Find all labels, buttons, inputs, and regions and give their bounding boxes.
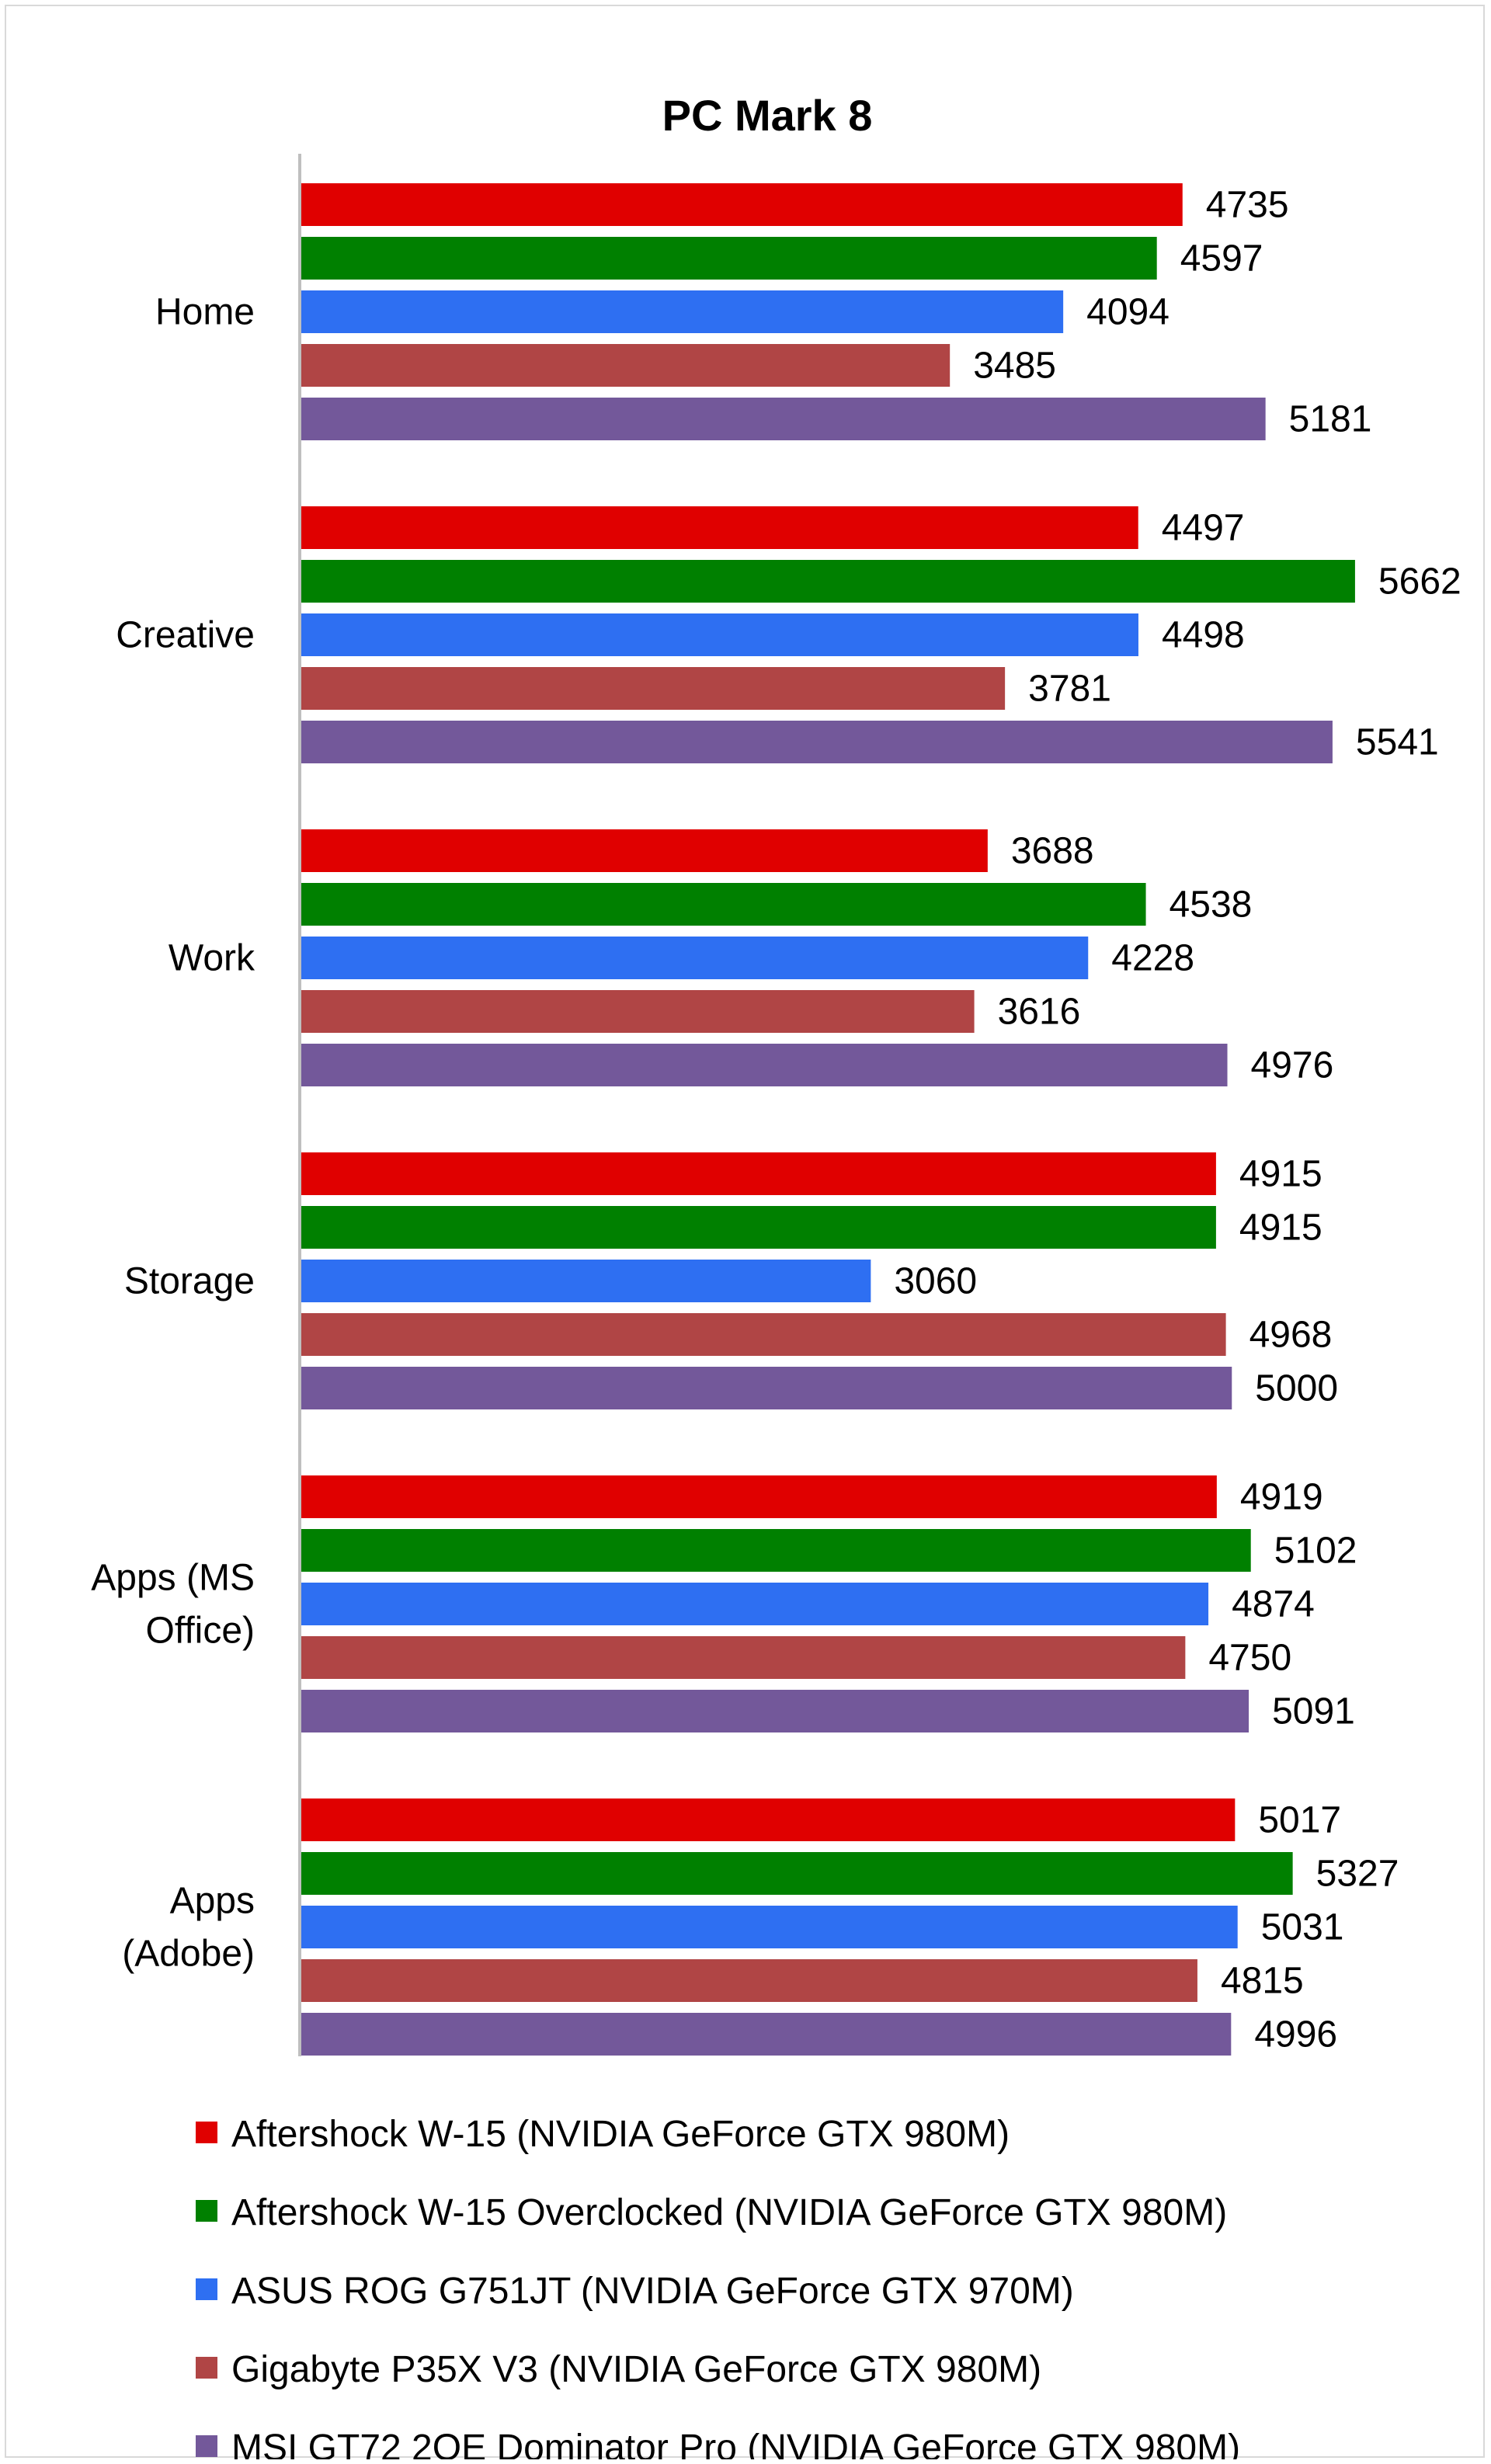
- value-label-2-0: 3688: [1011, 831, 1094, 872]
- category-label-5-line-0: Apps: [170, 1881, 255, 1922]
- bar-2-1: [301, 883, 1146, 926]
- value-label-0-1: 4597: [1180, 238, 1263, 280]
- legend-swatch-1: [196, 2200, 217, 2222]
- value-label-3-0: 4915: [1239, 1154, 1322, 1195]
- legend-swatch-2: [196, 2278, 217, 2300]
- bar-1-2: [301, 613, 1138, 656]
- bar-0-4: [301, 398, 1266, 440]
- legend-label-3: Gigabyte P35X V3 (NVIDIA GeForce GTX 980…: [231, 2349, 1041, 2390]
- bar-4-1: [301, 1529, 1251, 1572]
- legend-label-0: Aftershock W-15 (NVIDIA GeForce GTX 980M…: [231, 2114, 1010, 2155]
- value-label-0-2: 4094: [1086, 292, 1170, 333]
- category-label-0: Home: [155, 292, 255, 333]
- value-label-4-0: 4919: [1240, 1477, 1323, 1518]
- legend-label-2: ASUS ROG G751JT (NVIDIA GeForce GTX 970M…: [231, 2271, 1074, 2312]
- legend: Aftershock W-15 (NVIDIA GeForce GTX 980M…: [196, 2114, 1240, 2459]
- bar-1-4: [301, 721, 1333, 763]
- value-label-5-1: 5327: [1316, 1854, 1399, 1895]
- bar-0-2: [301, 290, 1064, 333]
- bar-5-3: [301, 1959, 1197, 2002]
- legend-label-4: MSI GT72 2QE Dominator Pro (NVIDIA GeFor…: [231, 2428, 1240, 2459]
- bar-2-3: [301, 990, 975, 1033]
- bar-3-1: [301, 1206, 1216, 1249]
- value-label-4-3: 4750: [1208, 1638, 1291, 1679]
- value-label-3-3: 4968: [1249, 1315, 1333, 1356]
- value-label-0-4: 5181: [1289, 399, 1372, 440]
- value-label-5-2: 5031: [1261, 1907, 1344, 1948]
- category-labels-group: Home Creative Work Storage Apps (MS Office) Ap…: [91, 292, 255, 1975]
- category-label-1: Creative: [116, 615, 255, 656]
- value-label-1-0: 4497: [1162, 508, 1245, 549]
- value-label-5-3: 4815: [1221, 1961, 1304, 2002]
- value-label-2-4: 4976: [1251, 1045, 1334, 1086]
- legend-swatch-3: [196, 2357, 217, 2379]
- bar-1-1: [301, 560, 1355, 603]
- value-label-3-2: 3060: [894, 1261, 977, 1302]
- bar-3-0: [301, 1152, 1216, 1195]
- bar-0-0: [301, 183, 1183, 226]
- value-label-4-4: 5091: [1272, 1691, 1355, 1732]
- bar-0-3: [301, 344, 951, 387]
- bar-1-0: [301, 506, 1138, 549]
- value-label-5-4: 4996: [1254, 2014, 1337, 2056]
- bar-3-2: [301, 1260, 871, 1302]
- value-label-0-0: 4735: [1206, 185, 1289, 226]
- bar-4-0: [301, 1475, 1217, 1518]
- value-label-1-4: 5541: [1356, 722, 1439, 763]
- bars-group: [301, 183, 1355, 2056]
- category-label-2: Work: [169, 938, 255, 979]
- bar-2-4: [301, 1044, 1228, 1086]
- category-label-3: Storage: [124, 1261, 255, 1302]
- bar-4-4: [301, 1690, 1249, 1732]
- bar-4-3: [301, 1636, 1186, 1679]
- bar-5-1: [301, 1852, 1293, 1895]
- legend-swatch-4: [196, 2435, 217, 2457]
- bar-5-2: [301, 1906, 1238, 1948]
- bar-5-0: [301, 1798, 1236, 1841]
- value-label-2-2: 4228: [1111, 938, 1194, 979]
- legend-swatch-0: [196, 2122, 217, 2143]
- bar-0-1: [301, 237, 1157, 280]
- value-label-1-2: 4498: [1162, 615, 1245, 656]
- bar-2-2: [301, 937, 1089, 979]
- value-label-5-0: 5017: [1258, 1800, 1341, 1841]
- category-label-4-line-1: Office): [146, 1611, 255, 1652]
- chart-frame: PC Mark 8 4735 4597 4094 3485 5181 4497 5662 44…: [5, 5, 1485, 2459]
- category-label-4-line-0: Apps (MS: [91, 1558, 255, 1599]
- value-label-3-4: 5000: [1255, 1368, 1338, 1409]
- bar-5-4: [301, 2013, 1232, 2056]
- category-label-5-line-1: (Adobe): [122, 1934, 255, 1975]
- value-label-1-3: 3781: [1028, 669, 1111, 710]
- value-label-3-1: 4915: [1239, 1208, 1322, 1249]
- value-label-2-3: 3616: [998, 992, 1081, 1033]
- value-label-1-1: 5662: [1378, 561, 1461, 603]
- bar-4-2: [301, 1583, 1209, 1625]
- bar-1-3: [301, 667, 1006, 710]
- bar-3-3: [301, 1313, 1226, 1356]
- value-label-0-3: 3485: [973, 346, 1056, 387]
- bar-3-4: [301, 1367, 1232, 1409]
- bar-2-0: [301, 829, 988, 872]
- chart-title: PC Mark 8: [662, 91, 873, 140]
- legend-label-1: Aftershock W-15 Overclocked (NVIDIA GeFo…: [231, 2192, 1227, 2233]
- value-label-4-2: 4874: [1232, 1584, 1315, 1625]
- value-label-2-1: 4538: [1170, 884, 1253, 926]
- value-label-4-1: 5102: [1274, 1531, 1357, 1572]
